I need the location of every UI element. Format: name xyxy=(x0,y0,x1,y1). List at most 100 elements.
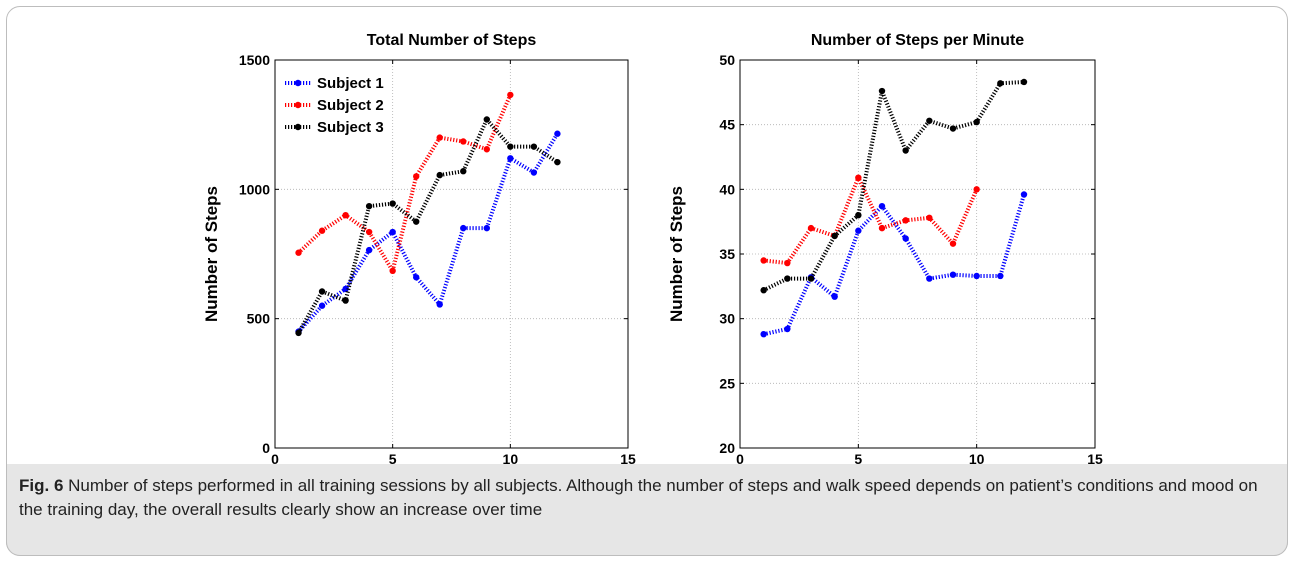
series-line xyxy=(763,175,979,266)
data-point xyxy=(483,146,490,153)
data-point xyxy=(483,116,490,123)
x-tick-label: 10 xyxy=(969,451,985,464)
data-point xyxy=(365,246,373,254)
series-line xyxy=(297,132,560,333)
y-tick-label: 25 xyxy=(719,375,735,391)
data-point xyxy=(855,227,862,234)
data-point xyxy=(1020,78,1028,86)
data-point xyxy=(436,171,443,179)
data-point xyxy=(973,186,980,193)
series-1 xyxy=(760,191,1028,338)
legend-marker xyxy=(294,79,302,87)
legend: Subject 1 Subject 2 Subject 3 xyxy=(285,75,384,136)
x-tick-label: 15 xyxy=(1087,451,1103,464)
data-point xyxy=(784,259,791,267)
data-point xyxy=(460,138,467,145)
data-point xyxy=(1020,191,1028,198)
plot-area-frame xyxy=(274,59,629,449)
data-point xyxy=(342,212,349,219)
data-point xyxy=(413,173,420,180)
caption-text: Number of steps performed in all trainin… xyxy=(19,476,1258,519)
data-point xyxy=(318,227,326,234)
data-point xyxy=(878,224,886,232)
data-point xyxy=(413,274,420,281)
data-point xyxy=(760,287,767,294)
legend-label: Subject 2 xyxy=(317,97,384,114)
series-line xyxy=(762,79,1025,293)
y-tick-label: 35 xyxy=(719,246,735,262)
data-point xyxy=(902,147,909,154)
data-point xyxy=(295,249,302,256)
x-tick-label: 0 xyxy=(271,451,279,464)
chart-2: 0 5 10 15 20 25 30 35 40 45 50 Number of Steps per … xyxy=(667,32,1103,464)
chart-1: 0 5 10 15 0 500 1000 1500 Total Number of Steps S… xyxy=(202,32,636,464)
legend-marker xyxy=(294,101,302,109)
data-point xyxy=(460,224,467,232)
series-3 xyxy=(295,116,561,337)
data-point xyxy=(949,125,957,132)
series-2 xyxy=(295,91,514,275)
y-axis-label: Number of Steps xyxy=(202,186,221,322)
data-point xyxy=(530,169,538,176)
x-tick-label: 10 xyxy=(503,451,519,464)
data-point xyxy=(902,235,909,242)
data-point xyxy=(554,158,561,166)
legend-marker xyxy=(294,123,302,131)
data-point xyxy=(365,228,373,236)
series-line xyxy=(296,117,559,334)
data-point xyxy=(926,117,933,124)
data-point xyxy=(760,257,767,264)
data-point xyxy=(926,214,933,221)
data-point xyxy=(878,87,886,95)
data-point xyxy=(507,143,514,150)
data-point xyxy=(436,301,443,308)
figure-label: Fig. 6 xyxy=(19,476,64,495)
data-point xyxy=(318,302,326,309)
data-point xyxy=(342,285,349,293)
y-tick-label: 500 xyxy=(247,311,271,327)
series-3 xyxy=(760,78,1028,294)
data-point xyxy=(436,134,443,141)
y-tick-label: 40 xyxy=(719,181,735,197)
y-tick-label: 0 xyxy=(262,440,270,456)
data-point xyxy=(784,325,791,333)
data-point xyxy=(973,272,980,280)
data-point xyxy=(949,271,957,278)
x-tick-label: 0 xyxy=(736,451,744,464)
data-point xyxy=(342,297,349,304)
data-point xyxy=(807,224,815,232)
data-point xyxy=(389,228,396,236)
data-point xyxy=(855,212,862,219)
data-point xyxy=(507,91,514,99)
x-tick-label: 5 xyxy=(854,451,862,464)
data-point xyxy=(554,130,561,137)
data-point xyxy=(507,155,514,162)
chart-title: Number of Steps per Minute xyxy=(811,32,1024,49)
series-2 xyxy=(760,174,980,267)
x-tick-label: 5 xyxy=(389,451,397,464)
y-axis-label: Number of Steps xyxy=(667,186,686,322)
data-point xyxy=(530,143,538,150)
data-point xyxy=(831,293,838,300)
series-1 xyxy=(295,130,561,335)
data-point xyxy=(483,224,490,232)
y-tick-label: 1500 xyxy=(239,52,270,68)
data-point xyxy=(413,218,420,225)
data-point xyxy=(389,200,396,207)
y-tick-label: 1000 xyxy=(239,181,270,197)
y-tick-label: 20 xyxy=(719,440,735,456)
legend-label: Subject 3 xyxy=(317,119,384,136)
y-tick-label: 30 xyxy=(719,311,735,327)
data-point xyxy=(295,329,302,337)
data-point xyxy=(997,272,1004,280)
data-point xyxy=(926,275,933,282)
data-point xyxy=(460,168,467,175)
legend-label: Subject 1 xyxy=(317,75,384,92)
data-point xyxy=(949,240,957,247)
data-point xyxy=(831,232,838,240)
caption-bar: Fig. 6 Number of steps performed in all … xyxy=(6,464,1288,556)
data-point xyxy=(365,202,373,210)
figure-caption: Fig. 6 Number of steps performed in all … xyxy=(19,474,1269,522)
y-tick-label: 50 xyxy=(719,52,735,68)
